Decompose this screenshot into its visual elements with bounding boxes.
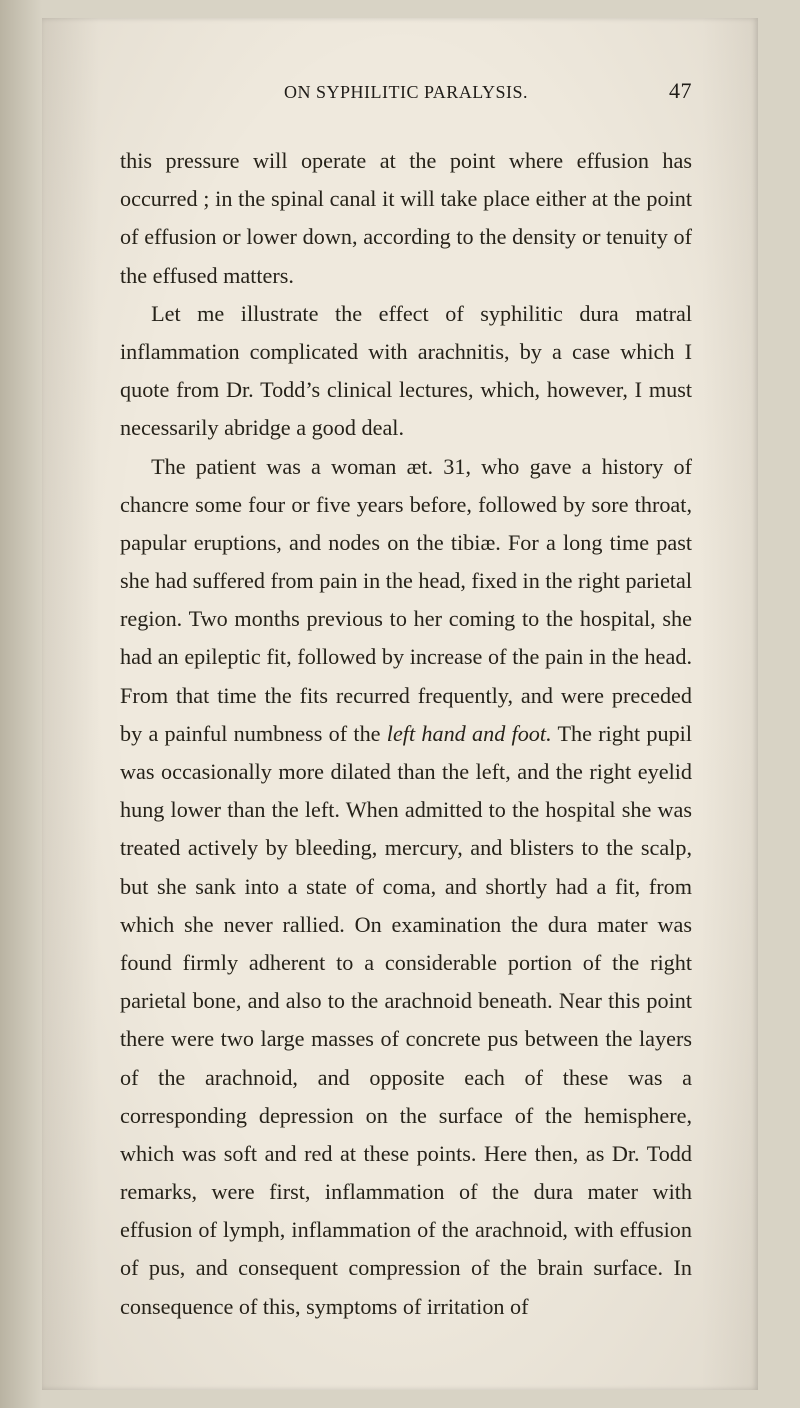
paragraph-3b: The right pupil was occasionally more di… [120, 721, 692, 1319]
page-sheet: ON SYPHILITIC PARALYSIS. 47 this pressur… [42, 18, 758, 1390]
paragraph-2: Let me illustrate the effect of syphilit… [120, 295, 692, 448]
paragraph-3a: The patient was a woman æt. 31, who gave… [120, 454, 692, 746]
paragraph-3-italic: left hand and foot. [387, 721, 552, 746]
text-block: ON SYPHILITIC PARALYSIS. 47 this pressur… [120, 78, 692, 1326]
paragraph-1: this pressure will operate at the point … [120, 142, 692, 295]
paragraph-3: The patient was a woman æt. 31, who gave… [120, 448, 692, 1326]
running-head: ON SYPHILITIC PARALYSIS. 47 [120, 78, 692, 104]
page-number: 47 [644, 78, 692, 104]
body-text: this pressure will operate at the point … [120, 142, 692, 1326]
scan-gutter [0, 0, 42, 1408]
running-title: ON SYPHILITIC PARALYSIS. [168, 82, 644, 103]
